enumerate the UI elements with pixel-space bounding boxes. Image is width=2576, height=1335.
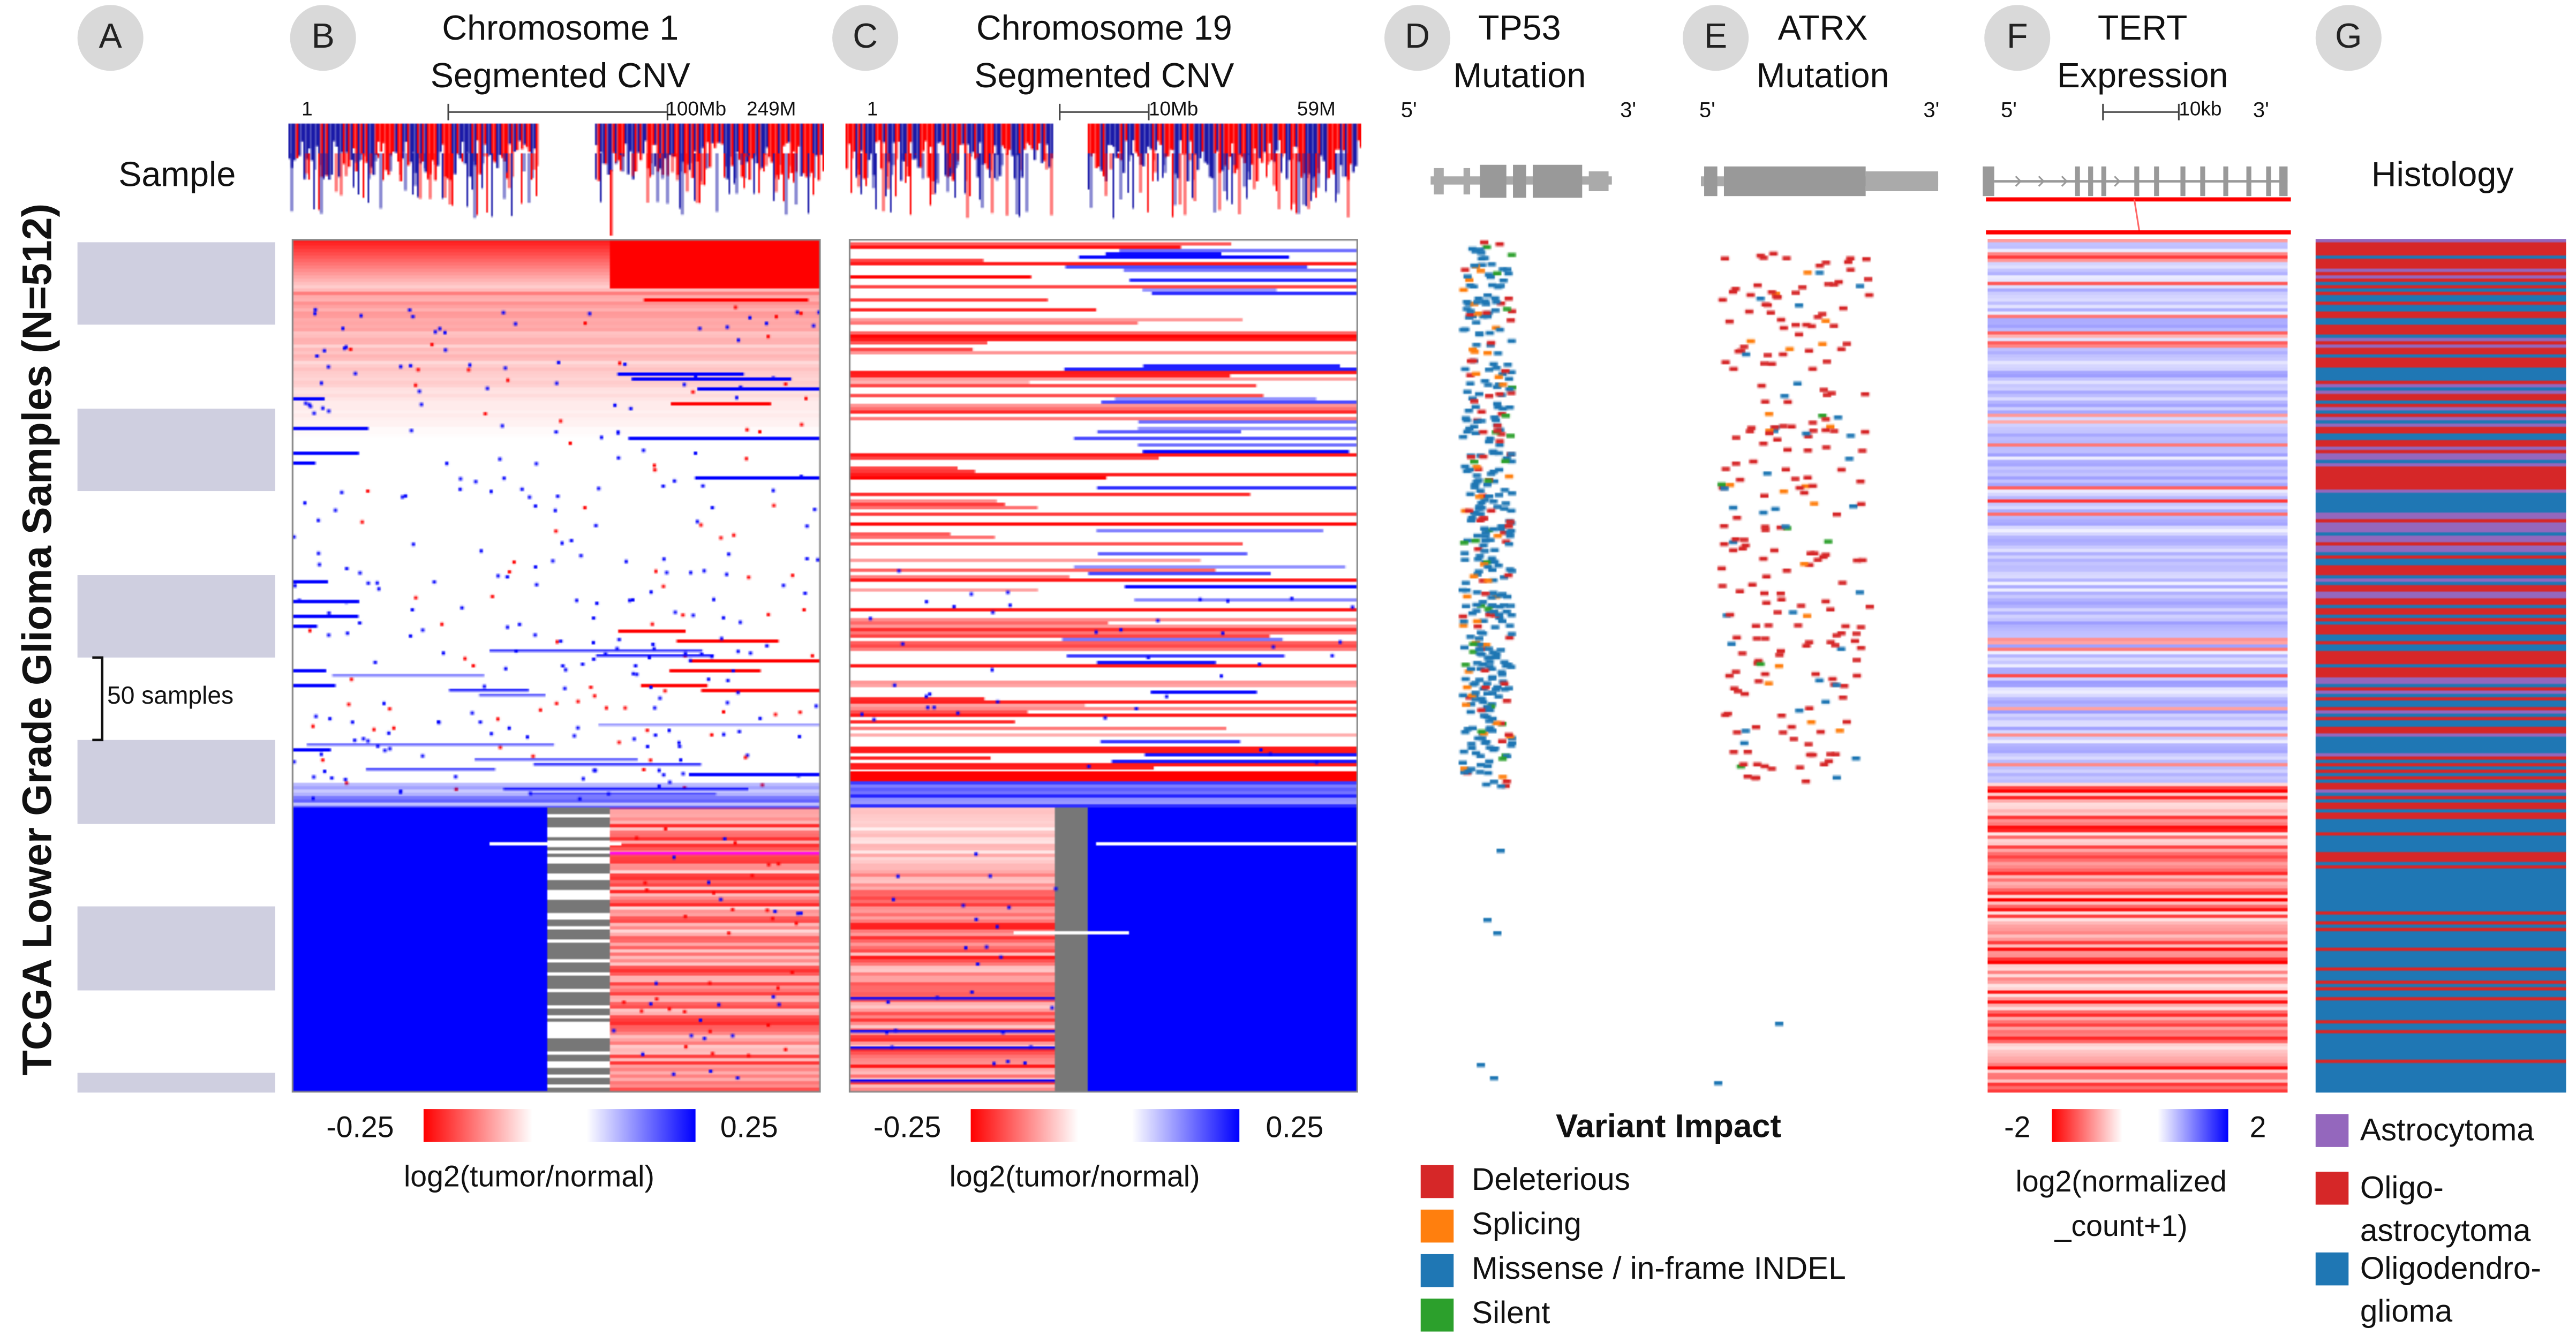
tert-legend-min: -2 — [2004, 1111, 2031, 1144]
variant-impact-title: Variant Impact — [1556, 1109, 1781, 1145]
histology-swatch — [2315, 1252, 2349, 1286]
chr1-start-label: 1 — [302, 97, 313, 120]
variant-label: Missense / in-frame INDEL — [1472, 1252, 1846, 1287]
panel-g-title: Histology — [2371, 156, 2514, 195]
panel-a-badge: A — [77, 5, 144, 71]
variant-label: Splicing — [1472, 1208, 1581, 1243]
chr19-legend-min: -0.25 — [873, 1111, 941, 1144]
atrx-five-prime: 5' — [1699, 97, 1715, 122]
tp53-five-prime: 5' — [1400, 97, 1417, 122]
atrx-three-prime: 3' — [1923, 97, 1940, 122]
panel-e-badge: E — [1683, 5, 1749, 71]
tert-scale-bar — [2102, 103, 2180, 120]
sample-bands — [77, 242, 275, 1093]
tp53-three-prime: 3' — [1620, 97, 1637, 122]
chr19-scale-bar — [1059, 103, 1150, 120]
panel-f-title: TERT Expression — [2057, 10, 2228, 96]
atrx-mutation-track — [1697, 239, 1879, 1093]
atrx-gene-model — [1700, 166, 1939, 197]
chr19-legend-max: 0.25 — [1266, 1111, 1324, 1144]
tert-gene-model — [1983, 166, 2291, 235]
panel-g-badge: G — [2315, 5, 2382, 71]
panel-c-title: Chromosome 19 Segmented CNV — [974, 10, 1234, 96]
variant-swatch — [1420, 1299, 1454, 1332]
sample-band — [77, 906, 275, 990]
chr19-end-label: 59M — [1297, 97, 1336, 120]
panel-b-title: Chromosome 1 Segmented CNV — [430, 10, 690, 96]
tert-expression-heatmap — [1987, 239, 2288, 1093]
fifty-samples-label: 50 samples — [107, 682, 234, 711]
variant-label: Deleterious — [1472, 1163, 1630, 1198]
sample-band — [77, 740, 275, 824]
chr19-start-label: 1 — [867, 97, 878, 120]
y-axis-label: TCGA Lower Grade Glioma Samples (N=512) — [14, 203, 61, 1076]
histology-track — [2315, 239, 2566, 1093]
chr1-cnv-heatmap — [291, 239, 821, 1093]
panel-b-badge: B — [290, 5, 356, 71]
sample-band — [77, 574, 275, 658]
panel-d-title: TP53 Mutation — [1453, 10, 1586, 96]
tp53-mutation-track — [1417, 239, 1566, 1093]
chr1-legend-label: log2(tumor/normal) — [403, 1160, 654, 1194]
tert-color-legend — [2052, 1109, 2228, 1142]
panel-d-badge: D — [1384, 5, 1451, 71]
variant-swatch — [1420, 1254, 1454, 1287]
chr19-summary-track — [845, 120, 1361, 239]
chr1-end-label: 249M — [747, 97, 796, 120]
histology-swatch — [2315, 1114, 2349, 1147]
sample-band — [77, 408, 275, 492]
variant-swatch — [1420, 1209, 1454, 1243]
tert-legend-label: log2(normalized _count+1) — [2015, 1165, 2227, 1243]
histology-label: Oligo- astrocytoma — [2360, 1172, 2531, 1249]
chr19-color-legend — [970, 1109, 1240, 1142]
chr1-legend-min: -0.25 — [326, 1111, 394, 1144]
tp53-gene-model — [1430, 164, 1612, 198]
chr19-cnv-heatmap — [848, 239, 1358, 1093]
histology-swatch — [2315, 1172, 2349, 1205]
panel-e-title: ATRX Mutation — [1756, 10, 1889, 96]
panel-a-title: Sample — [118, 156, 236, 195]
chr1-color-legend — [423, 1109, 696, 1142]
variant-swatch — [1420, 1165, 1454, 1198]
fifty-samples-bracket — [92, 656, 104, 742]
tert-scale-label: 10kb — [2179, 97, 2222, 120]
chr1-scale-bar — [447, 103, 668, 120]
panel-c-badge: C — [832, 5, 899, 71]
sample-band — [77, 242, 275, 326]
tert-five-prime: 5' — [2000, 97, 2017, 122]
chr1-legend-max: 0.25 — [720, 1111, 778, 1144]
histology-label: Oligodendro- glioma — [2360, 1252, 2541, 1330]
histology-label: Astrocytoma — [2360, 1114, 2534, 1149]
chr19-legend-label: log2(tumor/normal) — [949, 1160, 1200, 1194]
panel-f-badge: F — [1984, 5, 2051, 71]
tert-legend-max: 2 — [2249, 1111, 2266, 1144]
tert-three-prime: 3' — [2253, 97, 2269, 122]
sample-band — [77, 1073, 275, 1093]
variant-label: Silent — [1472, 1296, 1550, 1332]
chr1-scale-label: 100Mb — [666, 97, 727, 120]
chr1-summary-track — [288, 120, 824, 239]
chr19-scale-label: 10Mb — [1148, 97, 1199, 120]
